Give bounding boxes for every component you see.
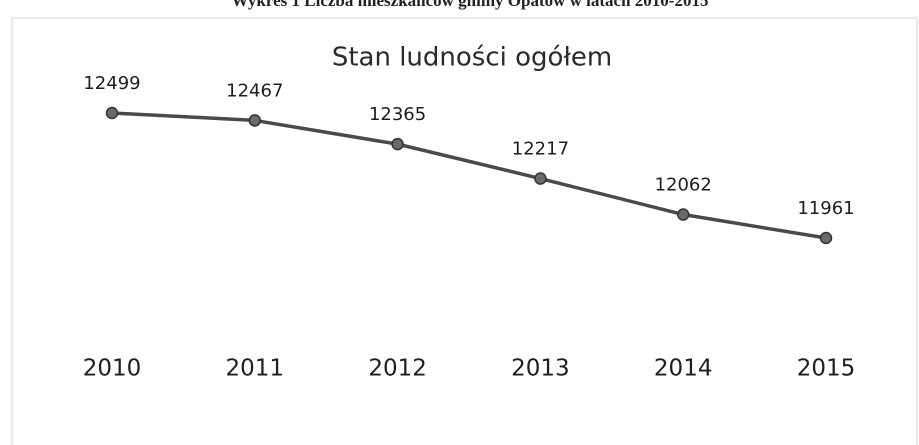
line [111, 111, 827, 240]
chart-frame [11, 17, 918, 445]
x-tick-label: 2015 [797, 356, 856, 382]
data-label: 12499 [83, 73, 140, 94]
data-label: 12467 [226, 80, 283, 101]
point [676, 208, 690, 221]
point [248, 114, 262, 127]
point [105, 106, 119, 120]
point [534, 172, 547, 185]
x-tick-label: 2012 [368, 356, 427, 382]
chart-title: Stan ludności ogółem [332, 43, 612, 73]
data-label: 12365 [369, 104, 426, 125]
data-label: 12217 [512, 139, 569, 160]
x-tick-label: 2014 [654, 356, 713, 382]
data-label: 12062 [655, 175, 712, 196]
x-tick-label: 2013 [511, 356, 570, 382]
x-tick-label: 2010 [83, 356, 142, 382]
x-tick-label: 2011 [226, 356, 285, 382]
point [819, 231, 833, 245]
caption: Wykres 1 Liczba mieszkańców gminy Opatów… [232, 0, 709, 10]
data-label: 11961 [797, 198, 854, 219]
point [391, 137, 404, 151]
